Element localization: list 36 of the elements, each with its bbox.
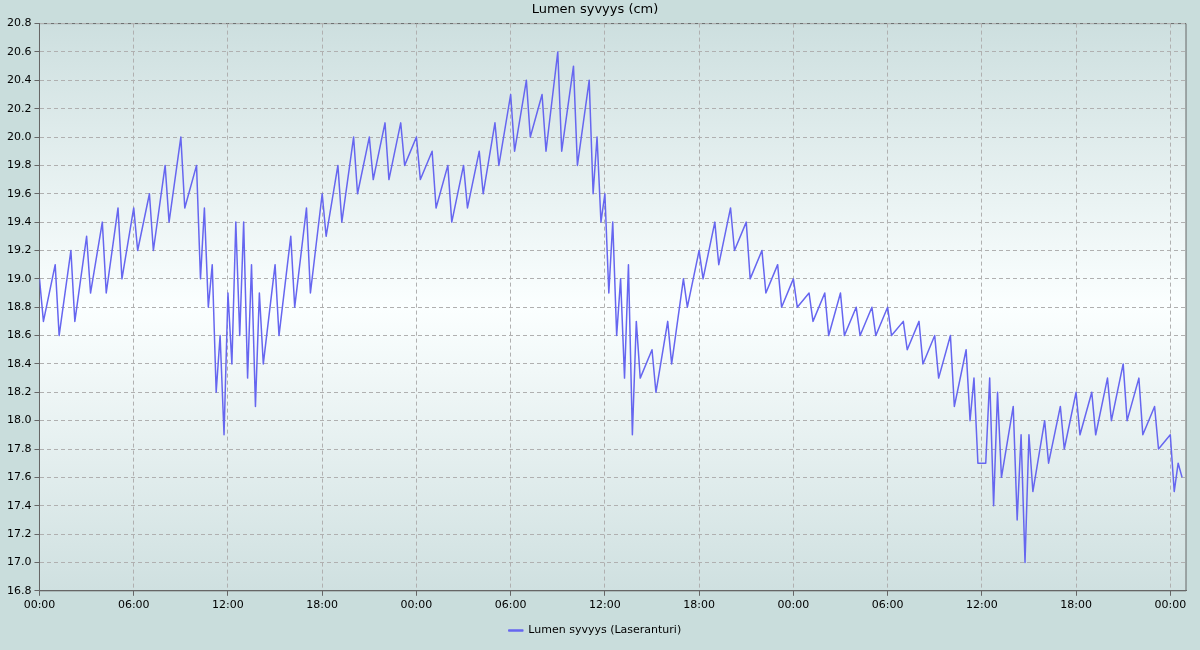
y-tick-label: 17.4 xyxy=(6,498,32,512)
y-tick-label: 19.4 xyxy=(6,214,32,228)
x-tick-label: 06:00 xyxy=(494,598,527,612)
y-tick-label: 19.6 xyxy=(6,186,32,200)
chart-title: Lumen syvyys (cm) xyxy=(531,1,659,17)
y-tick-label: 16.8 xyxy=(6,583,32,597)
x-tick-label: 06:00 xyxy=(117,598,150,612)
y-tick-label: 19.8 xyxy=(6,158,32,172)
y-tick-label: 20.4 xyxy=(6,73,32,87)
y-tick-label: 18.0 xyxy=(6,413,32,427)
x-tick-label: 00:00 xyxy=(23,598,56,612)
y-tick-label: 17.0 xyxy=(6,555,32,569)
x-tick-label: 18:00 xyxy=(1060,598,1092,612)
y-tick-label: 19.0 xyxy=(6,271,32,285)
x-tick-label: 18:00 xyxy=(683,598,715,612)
y-tick-label: 17.6 xyxy=(6,470,32,484)
y-tick-label: 18.8 xyxy=(6,300,32,314)
y-tick-label: 20.8 xyxy=(6,16,32,30)
legend-label: Lumen syvyys (Laseranturi) xyxy=(528,623,682,637)
y-tick-label: 20.6 xyxy=(6,44,32,58)
y-tick-label: 18.2 xyxy=(6,385,32,399)
x-tick-label: 06:00 xyxy=(871,598,904,612)
y-tick-label: 17.2 xyxy=(6,526,32,540)
x-tick-label: 12:00 xyxy=(589,598,621,612)
x-tick-label: 12:00 xyxy=(212,598,244,612)
x-tick-label: 00:00 xyxy=(1154,598,1187,612)
y-tick-label: 18.6 xyxy=(6,328,32,342)
y-tick-label: 20.2 xyxy=(6,101,32,115)
x-tick-label: 18:00 xyxy=(306,598,339,612)
x-tick-label: 00:00 xyxy=(400,598,433,612)
y-tick-label: 19.2 xyxy=(6,243,32,257)
y-tick-label: 20.0 xyxy=(6,129,32,143)
y-tick-label: 17.8 xyxy=(6,441,32,455)
x-tick-label: 12:00 xyxy=(965,598,998,612)
y-tick-label: 18.4 xyxy=(6,356,32,370)
x-tick-label: 00:00 xyxy=(777,598,810,612)
